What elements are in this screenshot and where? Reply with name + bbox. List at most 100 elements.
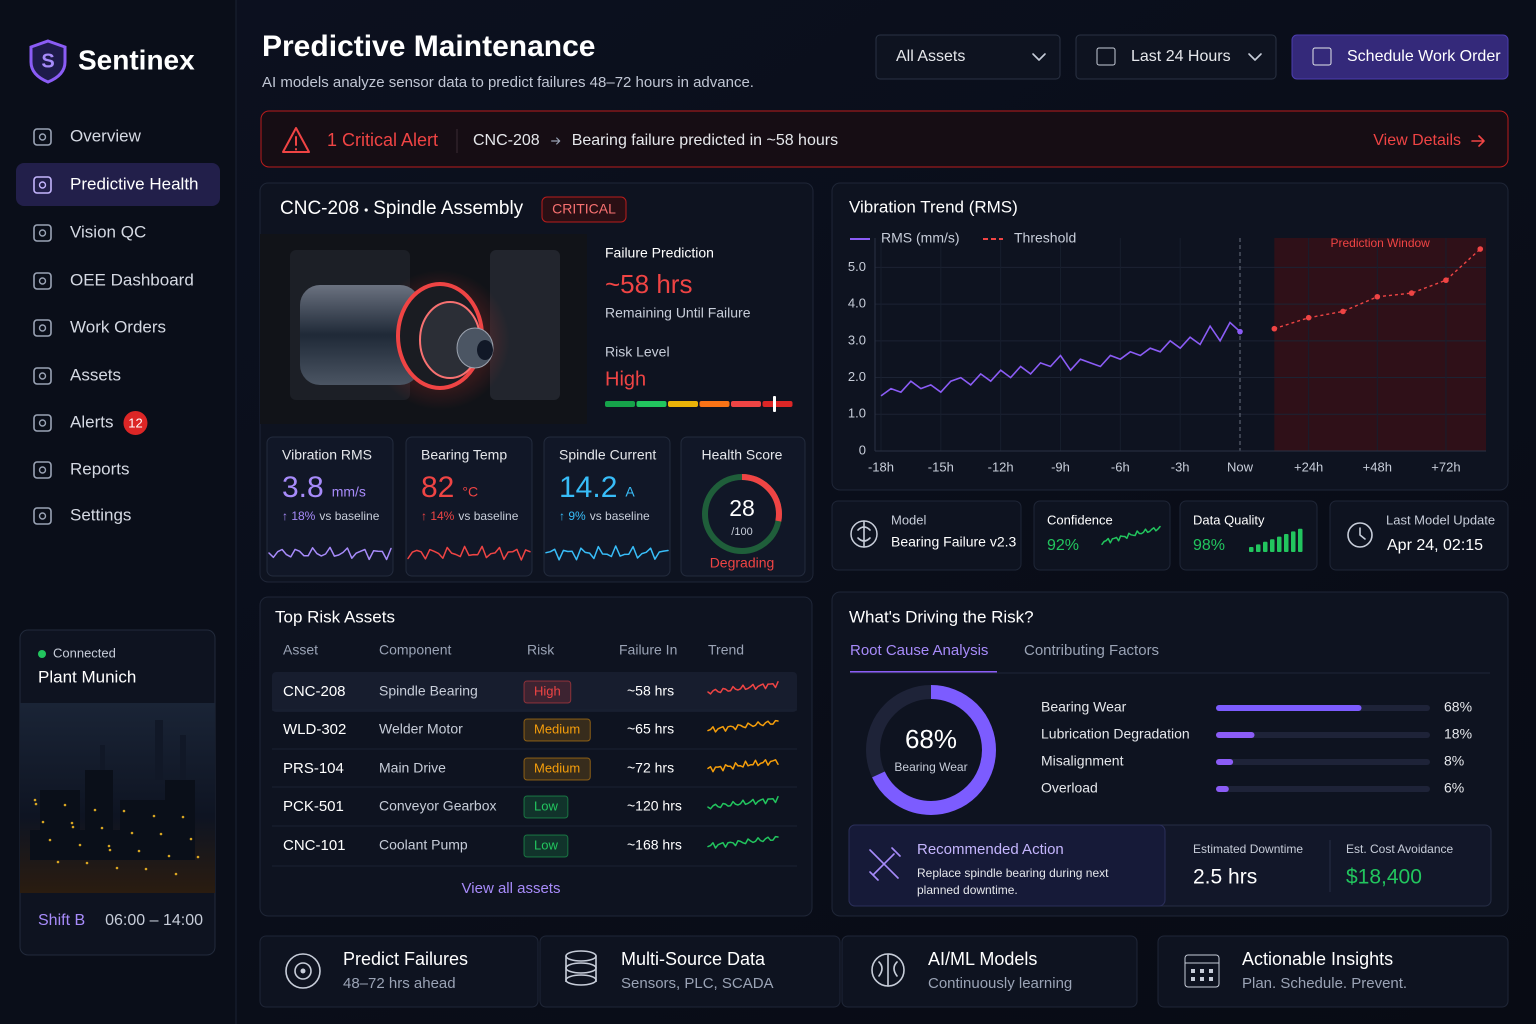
feature-icon [294,962,312,980]
schedule-button[interactable] [1291,34,1509,80]
nav-icon-dot [38,419,47,427]
filter-assets[interactable] [875,34,1061,80]
nav-label[interactable]: Vision QC [70,222,146,241]
nav-item[interactable]: Vision QC [33,222,146,242]
prediction-sub: Remaining Until Failure [605,305,751,321]
nav-icon-dot [38,229,47,237]
feature-card [539,935,841,1008]
button-label[interactable]: Schedule Work Order [1347,48,1501,65]
feature-title: Predict Failures [343,949,468,969]
table-row[interactable]: WLD-302 Welder Motor Medium ~65 hrs [283,718,674,742]
x-tick-label: -12h [988,459,1014,474]
feature-sub: Sensors, PLC, SCADA [621,975,774,992]
plant-light [33,798,37,802]
y-tick-label: 1.0 [848,406,866,421]
quality-bar [1277,536,1282,552]
table-row[interactable]: PRS-104 Main Drive Medium ~72 hrs [283,757,674,781]
nav-item[interactable]: Work Orders [33,317,166,337]
nav-label[interactable]: Reports [70,459,130,478]
alert-count: 1 Critical Alert [327,130,438,150]
row-trend [707,835,779,849]
cell-failure-in: ~72 hrs [627,760,674,776]
factor-value: 68% [1444,699,1472,715]
risk-pill [523,718,591,742]
feature-title: Multi-Source Data [621,949,766,969]
gauge-value [702,474,782,554]
nav-item[interactable]: Overview [33,126,142,146]
tab[interactable]: Contributing Factors [1024,642,1159,659]
nav-item[interactable]: Alerts 12 [33,411,148,435]
metric-value: 82 [421,471,454,504]
nav-badge [123,411,148,435]
cell-failure-in: ~168 hrs [627,837,682,853]
feature-icon [1184,954,1220,988]
metric-change: ↑ 18% [282,509,316,523]
cell-failure-in: ~120 hrs [627,798,682,814]
prediction-label: Failure Prediction [605,245,714,261]
metric-card [543,436,671,577]
nav-label[interactable]: Settings [70,505,131,524]
shift-hours: 06:00 – 14:00 [105,912,203,929]
prediction-value: ~58 hrs [605,269,692,299]
donut-value [866,685,996,815]
alert-message: Bearing failure predicted in ~58 hours [572,132,838,149]
metric-unit: °C [462,484,478,500]
nav-item[interactable]: Assets [33,365,121,385]
table-row[interactable]: CNC-208 Spindle Bearing High ~58 hrs [283,680,674,704]
filter-range[interactable] [1075,34,1277,80]
metric-unit: mm/s [332,484,366,500]
nav-item[interactable]: OEE Dashboard [33,270,194,290]
cell-asset: WLD-302 [283,721,346,738]
prediction-window [1274,238,1486,451]
metric-card [266,436,394,577]
series-line [880,321,1241,397]
cell-component: Main Drive [379,760,446,776]
plant-light [159,832,163,836]
filter-label[interactable]: All Assets [896,48,965,65]
page-subtitle: AI models analyze sensor data to predict… [262,74,754,91]
calendar-icon [1312,47,1332,66]
tab[interactable]: Root Cause Analysis [850,642,988,659]
metric-note: vs baseline [590,509,650,523]
plant-light [196,855,200,859]
row-trend [707,759,779,773]
nav-label[interactable]: OEE Dashboard [70,270,194,289]
cell-asset: CNC-101 [283,837,346,854]
logo-glyph: S [41,50,54,72]
asset-id: CNC-208 [280,198,359,219]
cell-risk: High [534,683,561,698]
nav-icon [33,128,52,146]
wrench-icon [869,847,901,881]
nav-label[interactable]: Overview [70,126,142,145]
metric-value: 3.8 [282,471,324,504]
column-header: Failure In [619,642,677,658]
filter-label[interactable]: Last 24 Hours [1131,48,1231,65]
metric-value: 14.2 [559,471,617,504]
table-row[interactable]: CNC-101 Coolant Pump Low ~168 hrs [283,834,682,858]
savings-value: $18,400 [1346,866,1422,889]
risk-scale-segment [605,401,635,407]
nav-item[interactable]: Predictive Health [33,174,199,194]
nav-label[interactable]: Work Orders [70,317,166,336]
feature-icon [565,956,597,982]
x-tick-label: -18h [868,459,894,474]
plant-light [71,825,75,829]
nav-label[interactable]: Assets [70,365,121,384]
nav-label[interactable]: Alerts [70,412,113,431]
table-row[interactable]: PCK-501 Conveyor Gearbox Low ~120 hrs [283,795,682,819]
model-info-card [1033,500,1171,571]
nav-item[interactable]: Settings [33,505,131,525]
feature-icon [1191,977,1195,981]
table-link[interactable]: View all assets [462,880,561,897]
column-header: Risk [527,642,555,658]
feature-icon [285,953,321,989]
series-point [1443,277,1449,284]
info-label: Confidence [1047,512,1113,527]
nav-label[interactable]: Predictive Health [70,174,199,193]
model-icon [857,520,871,548]
alert-link[interactable]: View Details [1373,132,1461,149]
plant-light [41,820,45,824]
y-tick-label: 0 [859,442,866,457]
nav-item[interactable]: Reports [33,459,130,479]
plant-light [78,843,82,847]
